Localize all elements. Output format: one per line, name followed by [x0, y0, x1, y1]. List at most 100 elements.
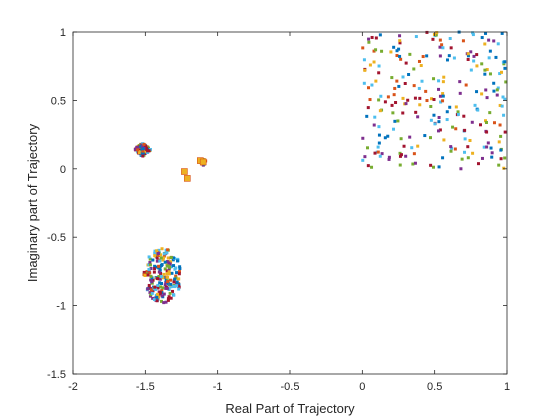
- data-point: [402, 144, 406, 148]
- data-point: [166, 281, 170, 285]
- data-point: [378, 109, 382, 113]
- data-point: [144, 147, 148, 151]
- data-point: [171, 289, 175, 293]
- data-point: [480, 92, 484, 96]
- data-point: [160, 299, 163, 303]
- y-axis: -1.5 -1 -0.5 0 0.5 1: [47, 27, 507, 381]
- data-point: [146, 271, 150, 275]
- data-point: [162, 272, 166, 276]
- data-point: [156, 292, 160, 296]
- data-point: [425, 54, 429, 58]
- data-point: [472, 59, 476, 63]
- data-point: [418, 96, 422, 100]
- data-point: [380, 49, 384, 53]
- data-point: [399, 57, 403, 61]
- data-point: [366, 164, 370, 168]
- data-point: [136, 146, 140, 150]
- data-point: [432, 113, 436, 117]
- data-point: [368, 98, 372, 102]
- data-point: [362, 81, 366, 85]
- data-point: [174, 266, 178, 270]
- data-point: [159, 253, 163, 257]
- data-point: [431, 37, 435, 41]
- data-point: [498, 123, 502, 127]
- data-point: [158, 292, 162, 296]
- data-point: [432, 77, 436, 81]
- data-point: [472, 54, 476, 58]
- data-point: [492, 121, 496, 125]
- data-point: [468, 138, 472, 142]
- data-point: [148, 263, 152, 267]
- data-point: [158, 277, 162, 281]
- data-point: [429, 163, 433, 167]
- data-point: [153, 264, 157, 268]
- data-point: [471, 33, 475, 37]
- data-point: [484, 88, 488, 92]
- data-point: [438, 38, 442, 42]
- data-point: [158, 281, 162, 285]
- data-point: [430, 97, 434, 101]
- data-point: [162, 256, 166, 260]
- data-point: [395, 79, 399, 83]
- data-point: [492, 89, 496, 93]
- data-point: [404, 154, 408, 158]
- data-point: [163, 260, 167, 264]
- data-point: [167, 295, 171, 299]
- data-point: [425, 30, 429, 34]
- data-point: [166, 264, 170, 268]
- data-point: [401, 111, 405, 115]
- data-point: [174, 274, 178, 278]
- data-point: [366, 86, 370, 90]
- data-point: [151, 296, 155, 300]
- data-point: [160, 247, 164, 251]
- data-point: [167, 287, 171, 291]
- data-point: [387, 157, 391, 161]
- data-point: [499, 157, 503, 161]
- data-point: [160, 263, 164, 267]
- data-point: [485, 96, 489, 100]
- data-point: [159, 256, 163, 260]
- data-point: [503, 97, 507, 101]
- data-point: [454, 127, 458, 131]
- data-point: [396, 119, 400, 123]
- highlight-point: [199, 158, 207, 166]
- data-point: [363, 68, 367, 72]
- data-point: [153, 285, 157, 289]
- data-point: [177, 272, 181, 276]
- data-point: [166, 280, 170, 284]
- data-point: [398, 163, 402, 167]
- data-point: [416, 144, 420, 148]
- data-point: [485, 145, 489, 149]
- y-tick-label: -0.5: [47, 232, 66, 244]
- data-point: [452, 56, 456, 60]
- data-point: [488, 111, 492, 115]
- data-point: [401, 75, 405, 79]
- data-point: [503, 66, 507, 70]
- data-point: [177, 270, 181, 274]
- data-point: [383, 100, 387, 104]
- data-point: [370, 83, 374, 87]
- data-point: [475, 64, 479, 68]
- data-point: [412, 67, 416, 71]
- y-axis-label: Imaginary part of Trajectory: [25, 123, 40, 282]
- data-point: [412, 152, 416, 156]
- data-point: [378, 33, 382, 37]
- data-point: [395, 49, 399, 53]
- data-point: [167, 272, 171, 276]
- data-point: [495, 93, 499, 97]
- data-point: [463, 150, 467, 154]
- data-point: [173, 285, 177, 289]
- data-point: [366, 106, 370, 110]
- data-point: [156, 286, 160, 290]
- data-point: [370, 165, 374, 169]
- data-point: [167, 261, 171, 265]
- data-point: [361, 46, 365, 50]
- y-tick-label: -1.5: [47, 369, 66, 381]
- data-point: [464, 83, 468, 87]
- data-point: [156, 283, 160, 287]
- data-point: [162, 252, 166, 256]
- data-point: [445, 110, 449, 114]
- data-point: [450, 146, 454, 150]
- data-point: [145, 270, 149, 274]
- data-point: [137, 151, 141, 155]
